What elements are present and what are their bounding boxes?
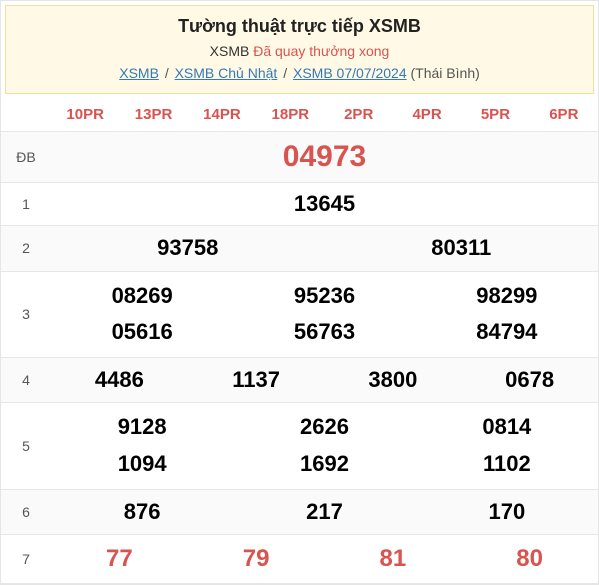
prize-4-value: 1137 — [188, 357, 325, 403]
prize-label: 4 — [1, 357, 51, 403]
pr-header-row: x 10PR 13PR 14PR 18PR 2PR 4PR 5PR 6PR — [1, 98, 598, 132]
prize-5-value: 0814 — [416, 409, 598, 446]
prize-1-value: 13645 — [51, 183, 598, 226]
prize-label: 6 — [1, 489, 51, 535]
status-prefix: XSMB — [210, 43, 250, 59]
results-table: x 10PR 13PR 14PR 18PR 2PR 4PR 5PR 6PR ĐB… — [1, 98, 598, 584]
prize-label: ĐB — [1, 132, 51, 183]
prize-row-db: ĐB 04973 — [1, 132, 598, 183]
prize-3-value: 05616 — [51, 314, 233, 351]
breadcrumb-sep: / — [283, 65, 287, 81]
prize-row-4: 4 4486 1137 3800 0678 — [1, 357, 598, 403]
pr-header: 13PR — [119, 98, 187, 132]
prize-row-2: 2 93758 80311 — [1, 226, 598, 272]
prize-5-value: 1102 — [416, 446, 598, 483]
prize-row-7: 7 77 79 81 80 — [1, 535, 598, 584]
prize-3-value: 98299 — [416, 278, 598, 315]
prize-2-value: 93758 — [51, 226, 325, 272]
empty-cell: x — [1, 98, 51, 132]
prize-3-cell: 08269 95236 98299 05616 56763 84794 — [51, 271, 598, 357]
prize-db-value: 04973 — [51, 132, 598, 183]
header-box: Tường thuật trực tiếp XSMB XSMB Đã quay … — [5, 5, 594, 94]
prize-5-cell: 9128 2626 0814 1094 1692 1102 — [51, 403, 598, 489]
prize-2-value: 80311 — [325, 226, 599, 272]
prize-6-value: 217 — [233, 490, 415, 535]
prize-label: 2 — [1, 226, 51, 272]
pr-header: 4PR — [393, 98, 461, 132]
prize-7-value: 79 — [188, 535, 325, 584]
prize-5-value: 1692 — [233, 446, 415, 483]
prize-7-value: 80 — [461, 535, 598, 584]
pr-header: 14PR — [188, 98, 256, 132]
pr-header: 2PR — [325, 98, 393, 132]
prize-label: 3 — [1, 271, 51, 357]
prize-6-value: 876 — [51, 490, 233, 535]
prize-3-value: 56763 — [233, 314, 415, 351]
prize-label: 5 — [1, 403, 51, 489]
breadcrumb-sep: / — [165, 65, 169, 81]
prize-4-value: 3800 — [325, 357, 462, 403]
prize-6-value: 170 — [416, 490, 598, 535]
prize-row-6: 6 876 217 170 — [1, 489, 598, 535]
status-line: XSMB Đã quay thưởng xong — [12, 43, 587, 59]
prize-7-value: 77 — [51, 535, 188, 584]
prize-row-3: 3 08269 95236 98299 05616 56763 84794 — [1, 271, 598, 357]
prize-6-cell: 876 217 170 — [51, 489, 598, 535]
prize-3-value: 84794 — [416, 314, 598, 351]
page-title: Tường thuật trực tiếp XSMB — [12, 16, 587, 37]
breadcrumb-link-day[interactable]: XSMB Chủ Nhật — [175, 65, 278, 81]
pr-header: 6PR — [530, 98, 598, 132]
breadcrumb-link-xsmb[interactable]: XSMB — [119, 65, 159, 81]
prize-4-value: 0678 — [461, 357, 598, 403]
breadcrumb-link-date[interactable]: XSMB 07/07/2024 — [293, 65, 407, 81]
status-text: Đã quay thưởng xong — [253, 43, 389, 59]
prize-3-value: 08269 — [51, 278, 233, 315]
prize-row-1: 1 13645 — [1, 183, 598, 226]
prize-label: 7 — [1, 535, 51, 584]
breadcrumb-trail: (Thái Bình) — [411, 65, 480, 81]
prize-label: 1 — [1, 183, 51, 226]
breadcrumb: XSMB / XSMB Chủ Nhật / XSMB 07/07/2024 (… — [12, 65, 587, 81]
pr-header: 10PR — [51, 98, 119, 132]
prize-row-5: 5 9128 2626 0814 1094 1692 1102 — [1, 403, 598, 489]
prize-5-value: 1094 — [51, 446, 233, 483]
prize-4-value: 4486 — [51, 357, 188, 403]
pr-header: 18PR — [256, 98, 324, 132]
prize-5-value: 9128 — [51, 409, 233, 446]
lottery-results-container: Tường thuật trực tiếp XSMB XSMB Đã quay … — [0, 0, 599, 585]
pr-header: 5PR — [461, 98, 529, 132]
prize-5-value: 2626 — [233, 409, 415, 446]
prize-3-value: 95236 — [233, 278, 415, 315]
prize-7-value: 81 — [325, 535, 462, 584]
